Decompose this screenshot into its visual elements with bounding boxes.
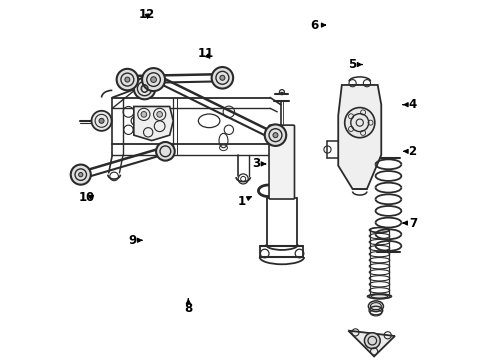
Circle shape [157,112,163,117]
Circle shape [151,77,156,82]
Circle shape [365,333,380,348]
Circle shape [212,67,233,89]
Circle shape [99,118,104,123]
Circle shape [134,78,155,99]
Polygon shape [348,330,395,356]
Text: 5: 5 [348,58,362,71]
Circle shape [92,111,112,131]
Circle shape [125,77,130,82]
Text: 3: 3 [252,157,266,170]
Circle shape [71,165,91,185]
Circle shape [220,75,225,80]
Text: 9: 9 [128,234,142,247]
Ellipse shape [368,294,392,299]
Text: 1: 1 [237,195,251,208]
Polygon shape [134,107,173,140]
Circle shape [78,172,83,177]
Circle shape [265,125,286,146]
Circle shape [156,142,175,161]
Text: 11: 11 [197,47,214,60]
Text: 8: 8 [184,299,193,315]
Text: 7: 7 [403,216,417,230]
Polygon shape [338,85,381,189]
Circle shape [344,108,375,138]
Text: 4: 4 [403,98,417,111]
Circle shape [273,133,278,138]
Text: 6: 6 [311,19,325,32]
Circle shape [142,68,165,91]
FancyBboxPatch shape [269,125,294,199]
Text: 2: 2 [404,145,416,158]
Text: 12: 12 [139,8,155,21]
Ellipse shape [368,301,383,312]
Circle shape [117,69,138,90]
Text: 10: 10 [79,192,96,204]
Circle shape [141,112,147,117]
